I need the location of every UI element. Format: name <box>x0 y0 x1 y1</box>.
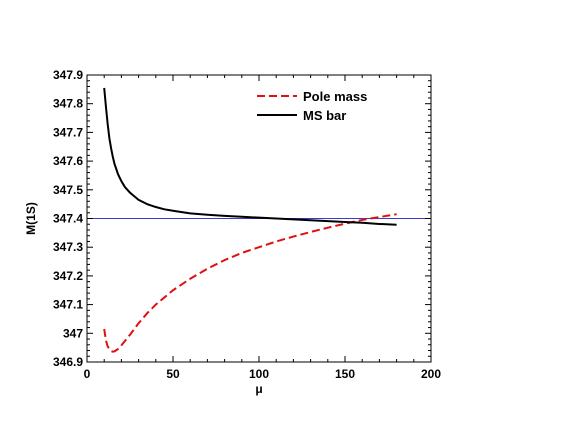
y-tick-label: 347.8 <box>53 97 83 111</box>
y-tick-label: 347.3 <box>53 240 83 254</box>
y-tick-label: 347.1 <box>53 298 83 312</box>
x-axis-title: μ <box>255 382 262 396</box>
y-tick-label: 347.9 <box>53 68 83 82</box>
series-line-pole-mass <box>103 213 397 353</box>
y-tick-label: 347.7 <box>53 125 83 139</box>
y-axis-ticks: 346.9 347 347.1 347.2 347.3 347.4 347.5 347.6 34… <box>53 68 431 369</box>
legend-label: MS bar <box>303 108 346 123</box>
y-tick-label: 347.4 <box>53 212 83 226</box>
legend: Pole mass MS bar <box>257 89 367 123</box>
y-tick-label: 347.2 <box>53 269 83 283</box>
x-tick-label: 50 <box>166 367 180 381</box>
x-axis-ticks: 0 50 100 150 200 <box>84 75 441 381</box>
y-tick-label: 347 <box>63 326 83 340</box>
x-tick-label: 0 <box>84 367 91 381</box>
y-tick-label: 346.9 <box>53 355 83 369</box>
series-line-ms-bar <box>103 87 397 226</box>
x-tick-label: 200 <box>421 367 441 381</box>
y-axis-title: M(1S) <box>24 202 38 235</box>
y-tick-label: 347.5 <box>53 183 83 197</box>
y-tick-label: 347.6 <box>53 154 83 168</box>
legend-label: Pole mass <box>303 89 367 104</box>
series-layer <box>103 87 397 353</box>
x-tick-label: 150 <box>335 367 355 381</box>
x-tick-label: 100 <box>249 367 269 381</box>
